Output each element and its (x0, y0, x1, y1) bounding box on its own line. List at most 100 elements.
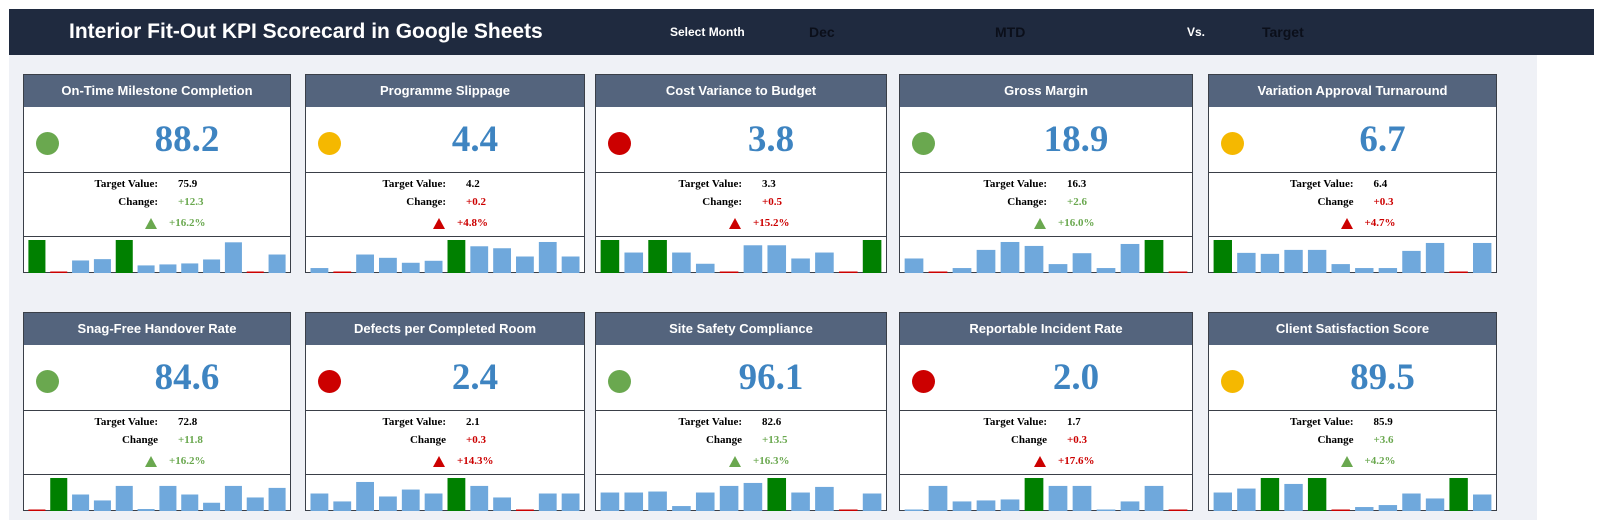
sparkline-bar (538, 493, 557, 511)
change-value: +13.5 (762, 434, 788, 446)
kpi-title: Reportable Incident Rate (900, 313, 1192, 345)
sparkline-bar (862, 240, 882, 273)
kpi-card: Gross Margin 18.9 Target Value: 16.3 Cha… (899, 74, 1193, 273)
sparkline-bar (1378, 268, 1398, 273)
sparkline-bar (1425, 498, 1445, 511)
kpi-value: 2.4 (451, 357, 499, 398)
kpi-title: On-Time Milestone Completion (24, 75, 290, 107)
change-percent: +16.3% (753, 455, 790, 467)
sparkline-bar (93, 500, 111, 511)
sparkline-bar (719, 485, 739, 511)
kpi-stats-section: Target Value: 72.8 Change +11.8 +16.2% (24, 411, 290, 475)
sparkline (306, 475, 584, 511)
target-value: 75.9 (178, 178, 198, 190)
sparkline (1209, 237, 1496, 273)
sparkline-bar (600, 492, 620, 511)
change-value: +0.3 (1373, 196, 1394, 208)
sparkline-chart (310, 478, 580, 511)
target-value: 4.2 (466, 178, 480, 190)
kpi-value: 6.7 (1359, 119, 1406, 160)
select-month-label: Select Month (670, 25, 745, 39)
kpi-value: 4.4 (451, 119, 499, 160)
comparison-selector[interactable]: Target (1262, 24, 1304, 40)
trend-up-icon (729, 456, 741, 467)
sparkline-bar (50, 271, 68, 273)
sparkline-bar (93, 259, 111, 273)
kpi-card: Cost Variance to Budget 3.8 Target Value… (595, 74, 887, 273)
trend-up-icon (1034, 218, 1046, 229)
sparkline-bar (815, 252, 834, 273)
sparkline-bar (952, 501, 972, 511)
target-label: Target Value: (382, 416, 446, 428)
target-label: Target Value: (94, 178, 158, 190)
sparkline-bar (1120, 501, 1140, 511)
kpi-title: Site Safety Compliance (596, 313, 886, 345)
sparkline-bar (1237, 252, 1256, 273)
target-label: Target Value: (983, 416, 1047, 428)
kpi-stats-section: Target Value: 4.2 Change: +0.2 +4.8% (306, 173, 584, 237)
sparkline-bar (624, 492, 644, 511)
kpi-title: Client Satisfaction Score (1209, 313, 1496, 345)
period-selector[interactable]: MTD (995, 24, 1026, 40)
change-value: +0.5 (762, 196, 783, 208)
kpi-stats-section: Target Value: 3.3 Change: +0.5 +15.2% (596, 173, 886, 237)
sparkline (1209, 475, 1496, 511)
sparkline (24, 475, 290, 511)
sparkline-bar (310, 268, 329, 273)
sparkline-bar (401, 262, 420, 273)
target-value: 72.8 (178, 416, 198, 428)
sparkline-bar (379, 257, 397, 273)
sparkline-bar (862, 493, 882, 511)
sparkline-bar (743, 482, 763, 511)
sparkline-chart (1213, 478, 1492, 511)
sparkline-bar (928, 485, 948, 511)
target-label: Target Value: (983, 178, 1047, 190)
target-value: 82.6 (762, 416, 782, 428)
sparkline-bar (561, 493, 580, 511)
sparkline-bar (493, 248, 511, 273)
sparkline-bar (1284, 249, 1303, 273)
sparkline-bar (72, 494, 90, 511)
sparkline-bar (561, 256, 580, 273)
sparkline-bar (181, 494, 199, 511)
sparkline-bar (137, 265, 155, 273)
sparkline-bar (1120, 243, 1140, 273)
kpi-value-section: 96.1 (596, 345, 886, 411)
sparkline-bar (1000, 499, 1020, 511)
sparkline-bar (1307, 249, 1327, 273)
sparkline-bar (838, 271, 858, 273)
sparkline-bar (1331, 264, 1350, 273)
sparkline (24, 237, 290, 273)
change-percent: +16.0% (1058, 217, 1095, 229)
sparkline-bar (838, 509, 858, 511)
sparkline-bar (50, 478, 68, 511)
change-percent: +4.8% (457, 217, 489, 229)
status-indicator-icon (36, 370, 59, 393)
month-selector[interactable]: Dec (809, 24, 835, 40)
sparkline-bar (648, 240, 667, 273)
trend-up-icon (145, 456, 157, 467)
kpi-card: Site Safety Compliance 96.1 Target Value… (595, 312, 887, 511)
sparkline-bar (1473, 494, 1492, 511)
sparkline-bar (203, 502, 221, 511)
kpi-value-section: 2.0 (900, 345, 1192, 411)
sparkline-bar (516, 509, 534, 511)
sparkline-bar (1000, 241, 1020, 273)
target-value: 6.4 (1373, 178, 1388, 190)
sparkline-bar (137, 509, 155, 511)
sparkline-chart (28, 478, 286, 511)
kpi-value: 84.6 (154, 357, 220, 398)
kpi-value: 96.1 (738, 357, 804, 398)
target-value: 3.3 (762, 178, 776, 190)
kpi-title: Variation Approval Turnaround (1209, 75, 1496, 107)
kpi-value: 2.0 (1052, 357, 1100, 398)
sparkline-bar (159, 485, 177, 511)
trend-up-icon (729, 218, 741, 229)
status-indicator-icon (608, 370, 631, 393)
kpi-stats-section: Target Value: 2.1 Change +0.3 +14.3% (306, 411, 584, 475)
kpi-stats-section: Target Value: 75.9 Change: +12.3 +16.2% (24, 173, 290, 237)
change-percent: +4.7% (1364, 217, 1396, 229)
sparkline-bar (115, 485, 133, 511)
sparkline (900, 237, 1192, 273)
sparkline-bar (516, 256, 534, 273)
